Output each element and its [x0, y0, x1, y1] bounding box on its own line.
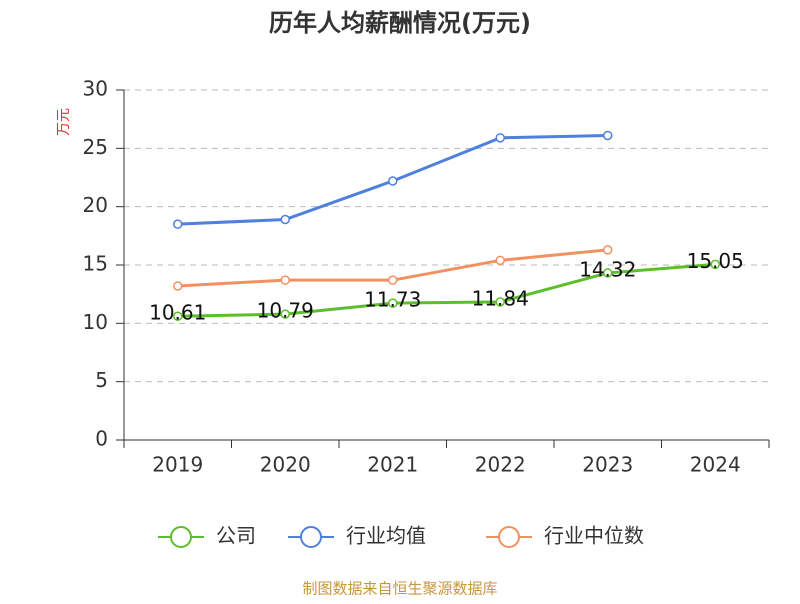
point — [280, 275, 290, 285]
point — [388, 275, 398, 285]
data-label: 11.84 — [472, 286, 529, 310]
data-label: 11.73 — [364, 288, 421, 312]
point — [603, 245, 613, 255]
point — [710, 259, 720, 270]
point — [280, 309, 290, 319]
y-tick-label: 30 — [83, 77, 108, 101]
chart-title: 历年人均薪酬情况(万元) — [269, 9, 531, 37]
y-axis-label: 万元 — [56, 108, 72, 136]
x-tick-label: 2019 — [152, 453, 203, 477]
y-tick-label: 25 — [83, 135, 108, 159]
y-tick-label: 0 — [95, 427, 108, 451]
y-tick-label: 15 — [83, 252, 108, 276]
x-tick-label: 2021 — [367, 453, 418, 477]
point — [495, 255, 505, 266]
legend-marker — [498, 526, 520, 548]
point — [280, 214, 290, 225]
point — [388, 176, 398, 186]
legend-label: 公司 — [216, 524, 256, 548]
y-tick-label: 10 — [83, 310, 108, 334]
legend-marker — [170, 526, 192, 548]
data-label: 15.05 — [687, 249, 744, 273]
point — [603, 130, 613, 141]
point — [495, 133, 505, 143]
legend-label: 行业均值 — [346, 524, 426, 548]
data-label: 14.32 — [579, 257, 636, 281]
legend-label: 行业中位数 — [544, 524, 644, 548]
source-note: 制图数据来自恒生聚源数据库 — [302, 580, 497, 598]
data-label: 10.61 — [149, 301, 206, 325]
y-tick-label: 5 — [95, 368, 108, 392]
x-tick-label: 2022 — [475, 453, 526, 477]
point — [173, 219, 183, 229]
legend-marker — [300, 526, 322, 548]
series-line — [177, 262, 716, 318]
point — [388, 298, 398, 308]
point — [495, 297, 505, 307]
y-tick-label: 20 — [83, 193, 108, 217]
point — [603, 268, 613, 278]
x-tick-label: 2023 — [582, 453, 633, 477]
x-tick-label: 2024 — [690, 453, 741, 477]
point — [173, 281, 183, 291]
x-tick-label: 2020 — [260, 453, 311, 477]
point — [173, 311, 183, 321]
data-label: 10.79 — [257, 299, 314, 323]
